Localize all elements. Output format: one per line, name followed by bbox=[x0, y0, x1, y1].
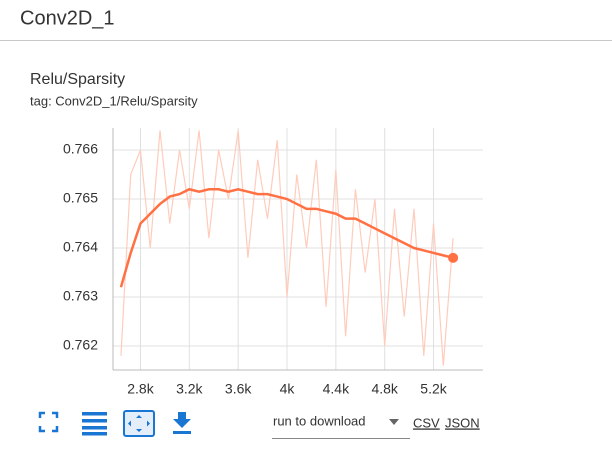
x-tick-label: 3.6k bbox=[225, 381, 252, 397]
fit-domain-button[interactable] bbox=[123, 410, 155, 437]
y-tick-label: 0.765 bbox=[63, 190, 98, 206]
series-line bbox=[119, 187, 454, 288]
header-bar bbox=[0, 0, 612, 40]
csv-link[interactable]: CSV bbox=[413, 415, 440, 430]
json-link[interactable]: JSON bbox=[445, 415, 480, 430]
download-button[interactable] bbox=[173, 412, 191, 434]
chart-title: Relu/Sparsity bbox=[30, 71, 125, 88]
y-tick-label: 0.762 bbox=[63, 337, 98, 353]
y-tick-label: 0.766 bbox=[63, 141, 98, 157]
x-tick-label: 5.2k bbox=[420, 381, 447, 397]
plot: 0.762 0.763 0.764 0.765 0.766 2.8k 3.2k 3.6k 4k 4… bbox=[63, 128, 483, 397]
log-scale-button[interactable] bbox=[82, 412, 107, 436]
run-select[interactable]: run to download bbox=[272, 413, 410, 439]
x-tick-label: 4.8k bbox=[371, 381, 398, 397]
y-tick-label: 0.764 bbox=[63, 239, 98, 255]
fullscreen-button[interactable] bbox=[38, 411, 59, 433]
header-title: Conv2D_1 bbox=[20, 7, 115, 29]
x-tick-label: 3.2k bbox=[176, 381, 203, 397]
series-line bbox=[120, 130, 454, 366]
x-tick-label: 4.4k bbox=[323, 381, 350, 397]
y-tick-label: 0.763 bbox=[63, 288, 98, 304]
x-tick-label: 2.8k bbox=[127, 381, 154, 397]
run-select-label: run to download bbox=[273, 413, 366, 428]
end-point bbox=[448, 252, 459, 263]
dropdown-arrow bbox=[389, 419, 399, 425]
chart-subtitle: tag: Conv2D_1/Relu/Sparsity bbox=[30, 93, 198, 108]
x-tick-label: 4k bbox=[280, 381, 296, 397]
